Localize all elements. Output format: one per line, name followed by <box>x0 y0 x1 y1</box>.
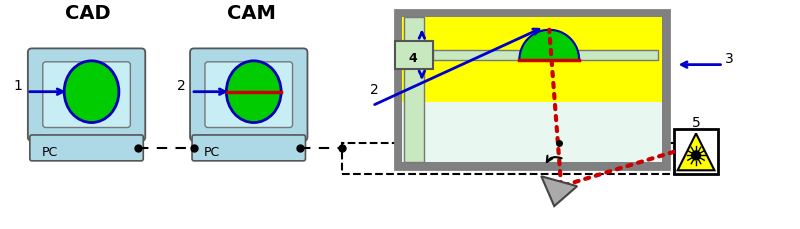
FancyBboxPatch shape <box>192 135 306 161</box>
Bar <box>342 143 681 174</box>
Bar <box>395 11 669 169</box>
Text: 5: 5 <box>692 115 701 129</box>
Bar <box>395 41 433 69</box>
Bar <box>674 130 718 174</box>
FancyBboxPatch shape <box>190 49 307 141</box>
Circle shape <box>691 151 701 160</box>
Text: PC: PC <box>204 145 220 158</box>
Bar <box>433 50 658 60</box>
Text: 3: 3 <box>726 51 734 65</box>
Text: 4: 4 <box>408 52 417 64</box>
Ellipse shape <box>226 62 281 123</box>
Text: CAM: CAM <box>227 4 276 23</box>
Polygon shape <box>678 134 714 171</box>
Text: 2: 2 <box>370 82 379 96</box>
Text: CAD: CAD <box>65 4 110 23</box>
Bar <box>404 18 424 163</box>
FancyBboxPatch shape <box>205 63 293 128</box>
Polygon shape <box>519 31 579 60</box>
Bar <box>402 18 662 103</box>
Text: LL06: LL06 <box>637 154 660 164</box>
Bar <box>402 103 662 163</box>
FancyBboxPatch shape <box>42 63 130 128</box>
FancyBboxPatch shape <box>28 49 146 141</box>
FancyBboxPatch shape <box>30 135 143 161</box>
Text: 2: 2 <box>177 78 186 92</box>
Text: 1: 1 <box>14 78 22 92</box>
Ellipse shape <box>64 62 119 123</box>
Polygon shape <box>542 177 577 206</box>
Text: PC: PC <box>42 145 58 158</box>
